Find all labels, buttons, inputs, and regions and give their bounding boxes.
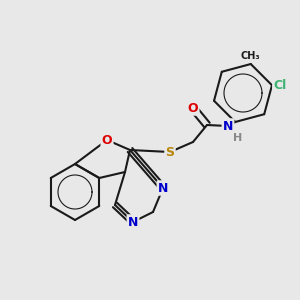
- Text: O: O: [102, 134, 112, 146]
- Text: O: O: [188, 101, 198, 115]
- Text: N: N: [223, 119, 233, 133]
- Text: N: N: [158, 182, 168, 194]
- Text: Cl: Cl: [273, 79, 286, 92]
- Text: S: S: [166, 146, 175, 158]
- Text: N: N: [128, 215, 138, 229]
- Text: H: H: [233, 133, 243, 143]
- Text: CH₃: CH₃: [241, 51, 261, 61]
